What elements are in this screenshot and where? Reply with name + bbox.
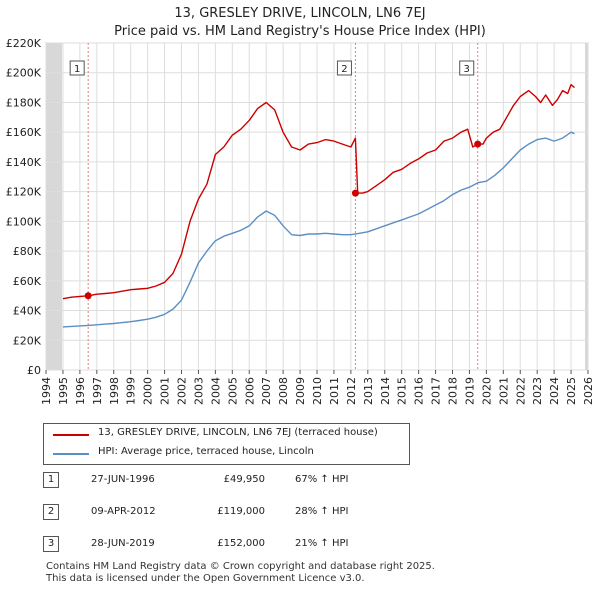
x-tick-label: 2008 <box>277 377 290 405</box>
x-tick-label: 2019 <box>463 377 476 405</box>
x-tick-label: 2009 <box>294 377 307 405</box>
sale-hpi-change: 28% ↑ HPI <box>295 506 349 517</box>
x-tick-label: 2003 <box>192 377 205 405</box>
y-tick-label: £140K <box>6 156 42 169</box>
x-tick-label: 2002 <box>176 377 189 405</box>
legend-swatch-hpi <box>53 453 89 455</box>
x-tick-label: 2007 <box>260 377 273 405</box>
y-axis: £0 £20K £40K £60K £80K £100K £120K £140K £160K £1… <box>6 37 42 377</box>
legend: 13, GRESLEY DRIVE, LINCOLN, LN6 7EJ (ter… <box>43 423 410 465</box>
x-tick-label: 2012 <box>345 377 358 405</box>
sale-marker-label: 3 <box>464 64 470 75</box>
y-tick-label: £180K <box>6 96 42 109</box>
sale-row: 1 27-JUN-1996 £49,950 67% ↑ HPI <box>43 472 403 492</box>
x-axis: 1994 1995 1996 1997 1998 1999 2000 2001 2002 2003… <box>40 370 595 405</box>
x-tick-label: 2013 <box>362 377 375 405</box>
y-tick-label: £60K <box>13 275 42 288</box>
sale-number: 1 <box>43 472 59 488</box>
legend-swatch-property <box>53 434 89 436</box>
chart-title: 13, GRESLEY DRIVE, LINCOLN, LN6 7EJ <box>174 6 426 21</box>
sale-marker-label: 1 <box>74 64 80 75</box>
x-tick-label: 1998 <box>108 377 121 405</box>
sale-price: £49,950 <box>223 474 265 485</box>
sale-number: 2 <box>43 504 59 520</box>
x-tick-label: 2011 <box>328 377 341 405</box>
y-tick-label: £80K <box>13 245 42 258</box>
x-tick-label: 1999 <box>125 377 138 405</box>
x-tick-label: 1996 <box>74 377 87 405</box>
x-tick-label: 2001 <box>159 377 172 405</box>
legend-label-property: 13, GRESLEY DRIVE, LINCOLN, LN6 7EJ (ter… <box>98 427 378 438</box>
sale-markers: 1 2 3 <box>69 60 482 300</box>
x-tick-label: 2018 <box>447 377 460 405</box>
sale-hpi-change: 21% ↑ HPI <box>295 538 349 549</box>
x-tick-label: 2025 <box>565 377 578 405</box>
x-tick-label: 2015 <box>396 377 409 405</box>
x-tick-label: 2024 <box>548 377 561 405</box>
footer-copyright: Contains HM Land Registry data © Crown c… <box>46 561 435 572</box>
legend-item-property: 13, GRESLEY DRIVE, LINCOLN, LN6 7EJ (ter… <box>44 426 409 444</box>
x-tick-label: 2016 <box>413 377 426 405</box>
sale-date: 09-APR-2012 <box>91 506 156 517</box>
hatch-right <box>585 43 588 370</box>
sale-point <box>84 292 92 300</box>
x-tick-label: 2000 <box>142 377 155 405</box>
sale-marker-box <box>336 60 352 76</box>
sale-vlines <box>87 43 479 370</box>
price-series-line <box>62 83 575 300</box>
hpi-series-line <box>62 131 575 328</box>
legend-label-hpi: HPI: Average price, terraced house, Linc… <box>98 446 314 457</box>
footer-licence: This data is licensed under the Open Gov… <box>46 573 365 584</box>
x-tick-label: 2006 <box>243 377 256 405</box>
sale-date: 28-JUN-2019 <box>91 538 155 549</box>
series-lines <box>62 83 575 328</box>
x-tick-label: 1997 <box>91 377 104 405</box>
x-tick-label: 1994 <box>40 377 53 405</box>
y-tick-label: £220K <box>6 37 42 50</box>
sale-point <box>474 140 482 148</box>
x-tick-label: 2005 <box>226 377 239 405</box>
sale-price: £119,000 <box>217 506 265 517</box>
sale-row: 2 09-APR-2012 £119,000 28% ↑ HPI <box>43 504 403 524</box>
x-tick-label: 2010 <box>311 377 324 405</box>
y-tick-label: £120K <box>6 186 42 199</box>
x-tick-label: 2021 <box>497 377 510 405</box>
sale-date: 27-JUN-1996 <box>91 474 155 485</box>
x-tick-label: 2020 <box>480 377 493 405</box>
sale-point <box>351 189 359 197</box>
grid <box>45 42 589 371</box>
y-tick-label: £100K <box>6 215 42 228</box>
x-tick-label: 2004 <box>209 377 222 405</box>
hatch-left <box>46 43 62 370</box>
x-tick-label: 2022 <box>514 377 527 405</box>
x-tick-label: 1995 <box>57 377 70 405</box>
x-tick-label: 2023 <box>531 377 544 405</box>
x-tick-label: 2014 <box>379 377 392 405</box>
x-tick-label: 2017 <box>430 377 443 405</box>
sale-hpi-change: 67% ↑ HPI <box>295 474 349 485</box>
sale-price: £152,000 <box>217 538 265 549</box>
y-tick-label: £200K <box>6 67 42 80</box>
sale-marker-label: 2 <box>341 64 347 75</box>
x-tick-label: 2026 <box>582 377 595 405</box>
y-tick-label: £0 <box>27 364 41 377</box>
sale-row: 3 28-JUN-2019 £152,000 21% ↑ HPI <box>43 536 403 556</box>
legend-item-hpi: HPI: Average price, terraced house, Linc… <box>44 445 409 463</box>
sale-number: 3 <box>43 536 59 552</box>
sale-marker-box <box>69 60 85 76</box>
price-chart: £0 £20K £40K £60K £80K £100K £120K £140K £160K £1… <box>6 37 595 405</box>
sale-marker-box <box>459 60 475 76</box>
y-tick-label: £40K <box>13 305 42 318</box>
chart-subtitle: Price paid vs. HM Land Registry's House … <box>114 24 486 39</box>
y-tick-label: £160K <box>6 126 42 139</box>
y-tick-label: £20K <box>13 334 42 347</box>
